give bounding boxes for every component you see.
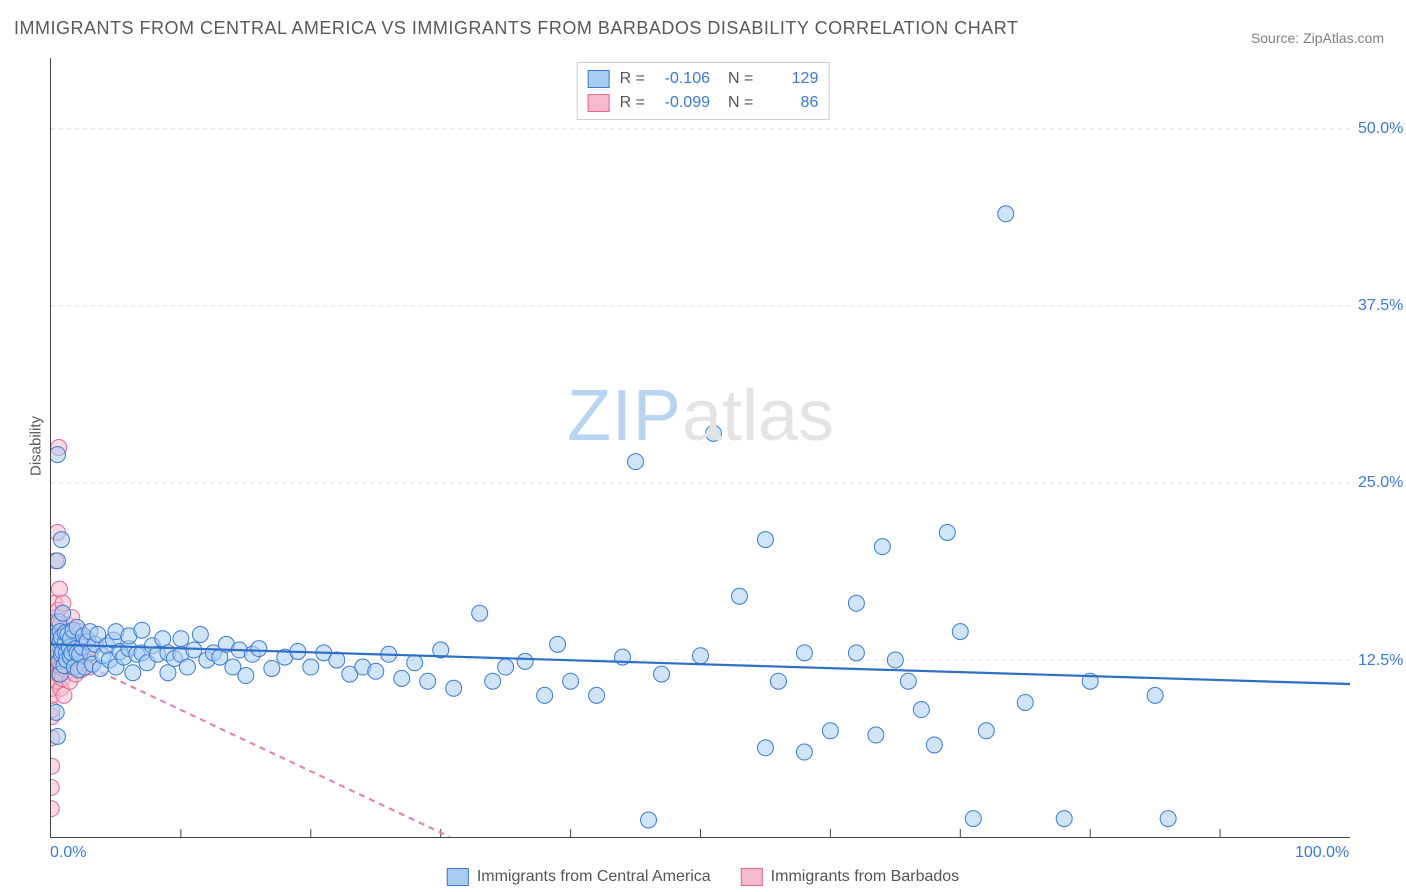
- legend-swatch: [741, 868, 763, 886]
- n-value: 86: [763, 91, 818, 115]
- y-axis-label: Disability: [28, 416, 45, 476]
- stats-row: R = -0.106 N = 129: [588, 67, 819, 91]
- n-value: 129: [763, 67, 818, 91]
- source-attribution: Source: ZipAtlas.com: [1251, 30, 1384, 46]
- y-tick-label: 12.5%: [1358, 652, 1396, 670]
- legend-swatch: [588, 94, 610, 112]
- stats-legend: R = -0.106 N = 129 R = -0.099 N = 86: [577, 62, 830, 120]
- y-tick-label: 25.0%: [1358, 474, 1396, 492]
- legend-item: Immigrants from Central America: [447, 868, 711, 886]
- legend-label: Immigrants from Barbados: [771, 868, 960, 886]
- legend-swatch: [447, 868, 469, 886]
- r-label: R =: [620, 67, 645, 91]
- stats-row: R = -0.099 N = 86: [588, 91, 819, 115]
- chart-plot-area: ZIPatlas: [50, 58, 1350, 838]
- legend-item: Immigrants from Barbados: [741, 868, 960, 886]
- n-label: N =: [728, 67, 753, 91]
- r-label: R =: [620, 91, 645, 115]
- r-value: -0.106: [655, 67, 710, 91]
- scatter-svg: [51, 58, 1350, 837]
- y-tick-label: 50.0%: [1358, 120, 1396, 138]
- y-tick-label: 37.5%: [1358, 297, 1396, 315]
- legend-swatch: [588, 70, 610, 88]
- series-legend: Immigrants from Central America Immigrant…: [447, 868, 959, 886]
- x-tick-label: 0.0%: [50, 844, 86, 890]
- chart-title: IMMIGRANTS FROM CENTRAL AMERICA VS IMMIG…: [14, 18, 1018, 39]
- legend-label: Immigrants from Central America: [477, 868, 711, 886]
- n-label: N =: [728, 91, 753, 115]
- r-value: -0.099: [655, 91, 710, 115]
- x-tick-label: 100.0%: [1295, 844, 1349, 890]
